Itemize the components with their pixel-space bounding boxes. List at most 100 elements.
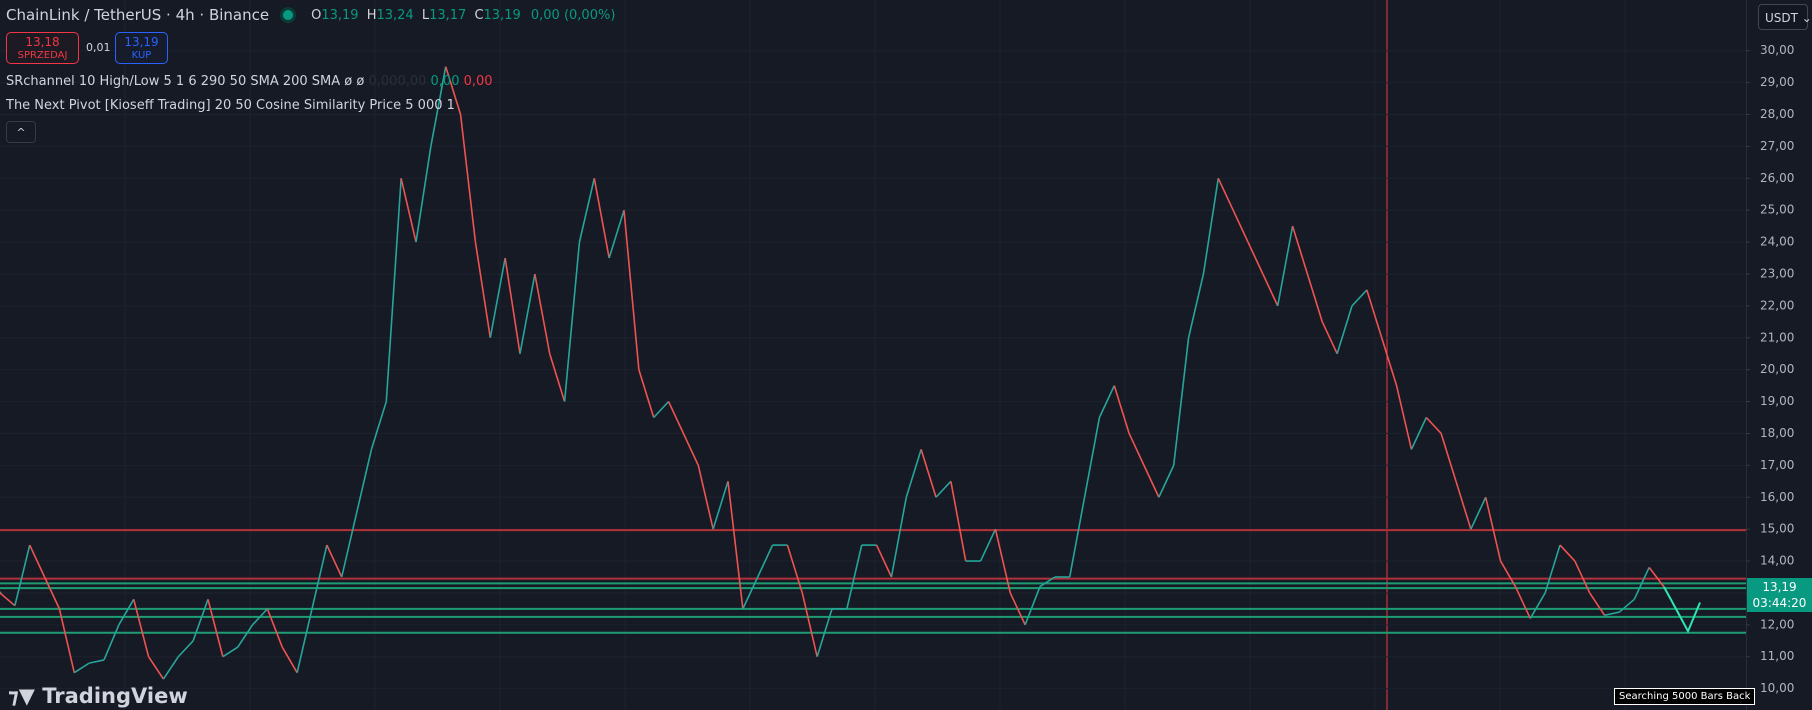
price-segment bbox=[935, 480, 952, 498]
y-tick-label: 26,00 bbox=[1760, 171, 1794, 185]
sell-price: 13,18 bbox=[25, 35, 60, 49]
price-segment bbox=[296, 608, 313, 673]
price-segment bbox=[489, 257, 506, 338]
last-price: 13,19 bbox=[1762, 579, 1797, 594]
price-segment bbox=[623, 210, 640, 370]
price-segment bbox=[801, 592, 818, 657]
buy-price: 13,19 bbox=[124, 35, 159, 49]
pivot-projection bbox=[1663, 586, 1701, 634]
price-segment bbox=[563, 242, 581, 402]
price-segment bbox=[0, 592, 16, 607]
price-segment bbox=[1098, 385, 1116, 418]
y-tick-label: 29,00 bbox=[1760, 75, 1794, 89]
ohlc-key: C bbox=[474, 7, 484, 23]
price-segment bbox=[1128, 433, 1145, 466]
price-segment bbox=[237, 624, 254, 648]
ohlc-key: H bbox=[366, 7, 377, 23]
price-segment bbox=[875, 544, 893, 578]
y-tick-label: 10,00 bbox=[1760, 681, 1794, 695]
y-tick-label: 23,00 bbox=[1760, 266, 1794, 280]
price-segment bbox=[1484, 497, 1502, 562]
price-segment bbox=[1618, 598, 1635, 613]
price-segment bbox=[950, 481, 967, 562]
price-segment bbox=[1217, 177, 1234, 211]
y-tick-label: 15,00 bbox=[1760, 522, 1794, 536]
price-segment bbox=[73, 662, 90, 674]
ohlc-key: L bbox=[421, 7, 430, 23]
sell-label: SPRZEDAJ bbox=[17, 50, 68, 61]
indicator-symbols: ø ø bbox=[344, 74, 365, 89]
price-segment bbox=[1544, 544, 1561, 594]
price-segment bbox=[1648, 566, 1665, 588]
buy-button[interactable]: 13,19 KUP bbox=[115, 32, 168, 64]
price-segment bbox=[653, 401, 670, 419]
price-segment bbox=[1276, 225, 1294, 307]
price-segment bbox=[177, 640, 194, 658]
price-segment bbox=[192, 599, 209, 642]
status-badge: Searching 5000 Bars Back bbox=[1614, 688, 1756, 705]
price-segment bbox=[28, 544, 46, 578]
price-segment bbox=[697, 465, 714, 530]
price-segment bbox=[1499, 560, 1517, 587]
market-status[interactable] bbox=[283, 10, 294, 20]
price-segment bbox=[415, 146, 432, 243]
price-segment bbox=[1321, 321, 1338, 355]
price-segment bbox=[207, 599, 224, 657]
price-segment bbox=[1380, 337, 1398, 386]
price-segment bbox=[1083, 417, 1101, 498]
price-segment bbox=[1604, 611, 1620, 617]
price-segment bbox=[266, 608, 284, 648]
y-tick-label: 18,00 bbox=[1760, 426, 1794, 440]
price-segment bbox=[1068, 497, 1086, 578]
price-segment bbox=[1633, 567, 1650, 600]
price-segment bbox=[103, 624, 120, 661]
sell-button[interactable]: 13,18 SPRZEDAJ bbox=[6, 32, 79, 64]
price-segment bbox=[1202, 178, 1220, 275]
y-tick-label: 21,00 bbox=[1760, 330, 1794, 344]
price-segment bbox=[519, 273, 536, 354]
y-tick-label: 14,00 bbox=[1760, 554, 1794, 568]
price-segment bbox=[430, 66, 447, 147]
price-segment bbox=[444, 66, 462, 115]
price-segment bbox=[1559, 544, 1576, 562]
indicator-srchannel[interactable]: SRchannel 10 High/Low 5 1 6 290 50 SMA 2… bbox=[6, 74, 493, 89]
price-segment bbox=[727, 481, 744, 609]
y-tick-label: 25,00 bbox=[1760, 203, 1794, 217]
price-segment bbox=[638, 369, 655, 418]
indicator-pivot[interactable]: The Next Pivot [Kioseff Trading] 20 50 C… bbox=[6, 98, 455, 113]
price-segment bbox=[1366, 289, 1383, 339]
price-segment bbox=[1024, 586, 1041, 626]
price-segment bbox=[1306, 273, 1324, 323]
price-segment bbox=[326, 544, 343, 578]
price-segment bbox=[251, 608, 269, 626]
y-tick-label: 16,00 bbox=[1760, 490, 1794, 504]
y-tick-label: 28,00 bbox=[1760, 107, 1794, 121]
ohlc-value: 13,19 bbox=[483, 7, 521, 23]
price-axis-border bbox=[1746, 0, 1747, 710]
price-segment bbox=[534, 273, 551, 354]
price-segment bbox=[1291, 225, 1309, 275]
price-segment bbox=[1455, 481, 1472, 530]
price-segment bbox=[1039, 576, 1056, 588]
ohlc-value: 13,17 bbox=[429, 7, 467, 23]
price-segment bbox=[1009, 592, 1026, 626]
y-tick-label: 12,00 bbox=[1760, 617, 1794, 631]
price-segment bbox=[1589, 592, 1606, 616]
y-tick-label: 20,00 bbox=[1760, 362, 1794, 376]
price-segment bbox=[548, 353, 566, 402]
currency: USDT bbox=[1765, 11, 1798, 25]
y-tick-label: 11,00 bbox=[1760, 649, 1794, 663]
collapse-button[interactable]: ^ bbox=[6, 121, 36, 143]
y-tick-label: 24,00 bbox=[1760, 235, 1794, 249]
price-segment bbox=[1440, 433, 1457, 482]
currency-select[interactable]: USDT ⌄ bbox=[1758, 4, 1812, 30]
price-segment bbox=[890, 497, 908, 578]
symbol-title[interactable]: ChainLink / TetherUS · 4h · Binance bbox=[6, 6, 270, 24]
price-segment bbox=[162, 656, 179, 680]
price-segment bbox=[1113, 385, 1130, 434]
countdown: 03:44:20 bbox=[1752, 595, 1807, 610]
brand-logo[interactable]: ⁊▼ TradingView bbox=[8, 684, 188, 708]
y-tick-label: 17,00 bbox=[1760, 458, 1794, 472]
price-segment bbox=[281, 646, 298, 674]
